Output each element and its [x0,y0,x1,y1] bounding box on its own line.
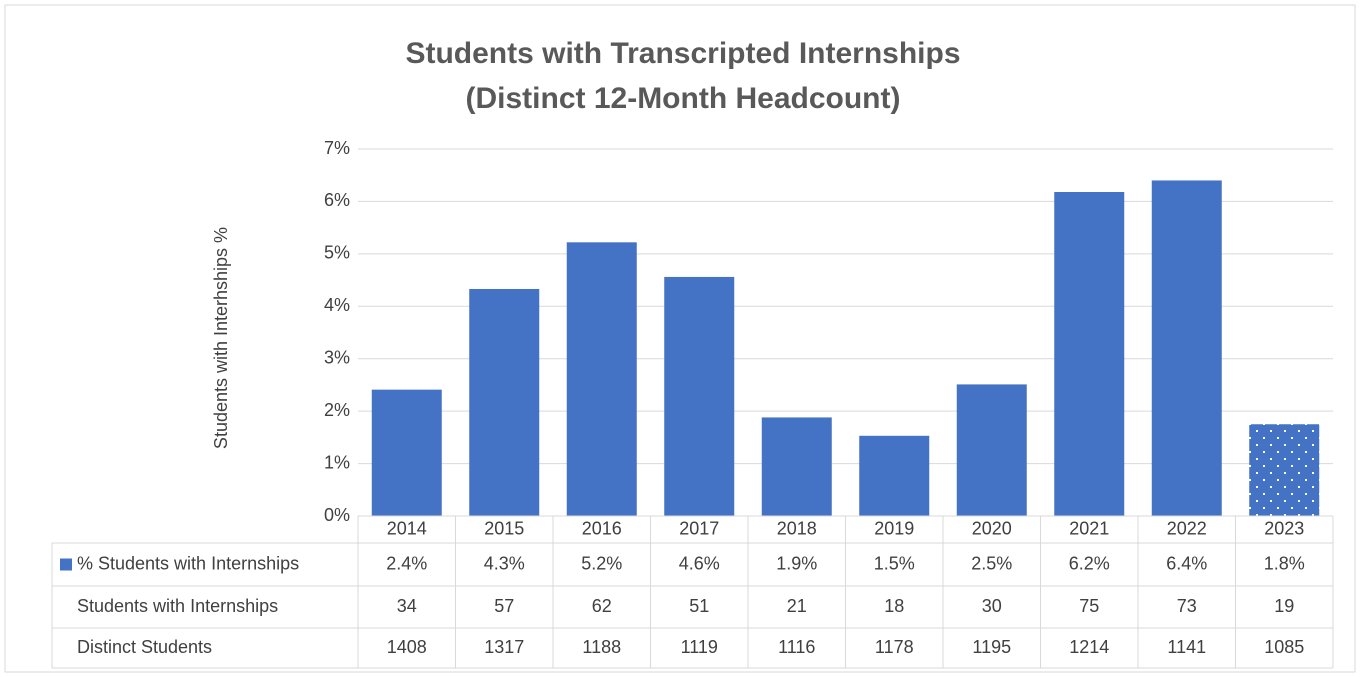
table-cell: 18 [884,596,904,616]
data-label: 1.8% [1264,553,1305,573]
x-tick-label: 2022 [1167,518,1207,538]
data-label: 2.5% [971,553,1012,573]
chart-title: Students with Transcripted Internships [405,37,960,70]
table-cell: 62 [592,596,612,616]
table-cell: 1085 [1264,637,1304,657]
table-cell: 57 [494,596,514,616]
y-tick-label: 5% [324,243,350,263]
data-label: 4.6% [679,553,720,573]
bar [1249,424,1320,516]
legend-key [60,558,72,571]
chart-subtitle: (Distinct 12-Month Headcount) [466,82,901,115]
bar [566,242,637,516]
table-cell: 1178 [875,637,914,657]
data-label: 4.3% [484,553,525,573]
data-label: 2.4% [386,553,427,573]
x-tick-label: 2020 [972,518,1012,538]
y-tick-label: 4% [324,295,350,315]
table-cell: 1116 [778,637,815,657]
x-tick-label: 2016 [582,518,622,538]
table-cell: 21 [787,596,807,616]
table-cell: 73 [1177,596,1197,616]
bar [469,288,540,516]
table-row-label: Students with Internships [77,596,278,616]
table-cell: 1317 [484,637,524,657]
bar [371,389,442,516]
bar [1054,191,1125,516]
table-cell: 19 [1274,596,1294,616]
bar [761,417,832,516]
data-label: 6.2% [1069,553,1110,573]
table-cell: 1188 [582,637,621,657]
data-label: 6.4% [1166,553,1207,573]
x-tick-label: 2019 [874,518,914,538]
legend-label: % Students with Internships [77,553,299,573]
x-tick-label: 2021 [1069,518,1109,538]
y-axis-label: Students with Interhships % [211,227,231,449]
data-label: 5.2% [581,553,622,573]
bar [859,435,930,516]
bar [664,276,735,516]
y-tick-label: 6% [324,190,350,210]
table-cell: 1408 [387,637,427,657]
data-label: 1.9% [776,553,817,573]
table-cell: 34 [397,596,417,616]
table-cell: 1119 [681,637,718,657]
x-tick-label: 2015 [484,518,524,538]
x-tick-label: 2014 [387,518,427,538]
data-label: 1.5% [874,553,915,573]
x-tick-label: 2017 [679,518,719,538]
table-cell: 75 [1079,596,1099,616]
y-tick-label: 0% [324,505,350,525]
x-tick-label: 2018 [777,518,817,538]
y-tick-label: 1% [324,452,350,472]
table-row-label: Distinct Students [77,637,212,657]
y-tick-label: 3% [324,347,350,367]
y-tick-label: 7% [324,138,350,158]
bar [1151,180,1222,516]
table-cell: 1141 [1167,637,1206,657]
table-cell: 51 [689,596,709,616]
table-cell: 30 [982,596,1002,616]
y-tick-label: 2% [324,400,350,420]
x-tick-label: 2023 [1264,518,1304,538]
table-cell: 1195 [972,637,1011,657]
bar [956,384,1027,516]
table-cell: 1214 [1069,637,1109,657]
